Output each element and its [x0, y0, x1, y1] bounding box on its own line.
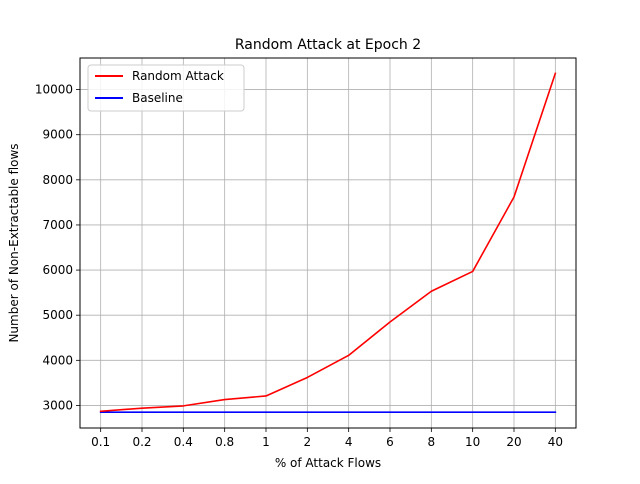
chart-title: Random Attack at Epoch 2	[235, 37, 421, 53]
legend-label-random-attack: Random Attack	[132, 69, 224, 83]
y-axis-ticks: 3000 4000 5000 6000 7000 8000 9000 10000	[35, 83, 80, 412]
y-tick-label: 4000	[42, 353, 73, 367]
legend-box	[87, 64, 245, 112]
y-tick-label: 7000	[42, 218, 73, 232]
x-tick-label: 6	[386, 435, 394, 449]
x-tick-label: 0.4	[174, 435, 193, 449]
x-axis-ticks: 0.1 0.2 0.4 0.8 1 2 4 6 8 10 20 40	[91, 428, 563, 449]
legend-label-baseline: Baseline	[132, 91, 183, 105]
y-tick-label: 3000	[42, 398, 73, 412]
y-tick-label: 6000	[42, 263, 73, 277]
legend: Random Attack Baseline	[87, 64, 245, 112]
y-tick-label: 5000	[42, 308, 73, 322]
x-axis-label: % of Attack Flows	[275, 456, 381, 470]
y-tick-label: 8000	[42, 173, 73, 187]
x-tick-label: 20	[506, 435, 521, 449]
y-axis-label: Number of Non-Extractable flows	[7, 143, 21, 342]
series-lines	[99, 72, 557, 414]
x-tick-label: 4	[345, 435, 353, 449]
x-tick-label: 0.1	[91, 435, 110, 449]
x-tick-label: 2	[304, 435, 312, 449]
x-tick-label: 1	[262, 435, 270, 449]
x-tick-label: 0.8	[215, 435, 234, 449]
x-tick-label: 0.2	[132, 435, 151, 449]
y-tick-label: 10000	[35, 83, 73, 97]
plot-area-frame	[79, 57, 577, 429]
x-tick-label: 40	[548, 435, 563, 449]
series-line-random-attack	[99, 72, 557, 413]
grid-lines	[80, 58, 576, 428]
x-tick-label: 8	[428, 435, 436, 449]
x-tick-label: 10	[465, 435, 480, 449]
y-tick-label: 9000	[42, 128, 73, 142]
